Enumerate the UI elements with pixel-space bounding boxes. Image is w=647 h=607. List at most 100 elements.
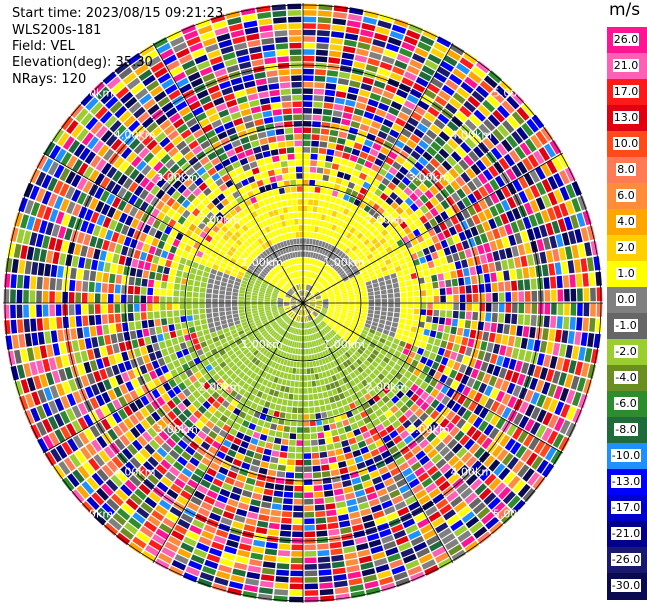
range-gate: [106, 344, 114, 356]
range-gate: [239, 496, 251, 504]
range-gate: [389, 430, 399, 439]
range-gate: [315, 296, 321, 299]
range-gate: [464, 540, 479, 554]
range-gate: [239, 289, 245, 294]
range-gate: [154, 558, 170, 570]
range-gate: [356, 358, 363, 366]
range-gate: [331, 561, 345, 569]
range-gate: [199, 308, 206, 314]
range-gate: [219, 307, 225, 312]
range-gate: [322, 296, 328, 299]
range-gate: [450, 326, 457, 335]
range-gate: [394, 139, 405, 149]
range-gate: [96, 435, 108, 449]
range-gate: [448, 473, 460, 485]
range-gate: [139, 526, 154, 538]
range-gate: [55, 304, 62, 316]
range-gate: [437, 249, 445, 258]
range-gate: [402, 250, 410, 258]
range-gate: [82, 281, 89, 292]
range-gate: [252, 492, 263, 501]
range-gate: [390, 326, 397, 333]
range-gate: [57, 329, 65, 342]
range-gate: [389, 559, 404, 569]
range-gate: [322, 295, 328, 298]
range-gate: [550, 316, 557, 328]
range-gate: [124, 522, 138, 535]
range-gate: [513, 412, 524, 426]
range-gate: [393, 95, 406, 105]
range-gate: [360, 387, 368, 396]
range-gate: [177, 263, 185, 271]
range-gate: [469, 442, 480, 455]
range-gate: [336, 303, 342, 305]
range-gate: [289, 289, 294, 294]
range-gate: [303, 284, 305, 290]
range-gate: [347, 329, 354, 335]
range-gate: [414, 467, 426, 477]
range-gate: [102, 239, 110, 251]
range-gate: [480, 341, 488, 351]
range-gate: [209, 415, 219, 424]
range-gate: [389, 192, 398, 201]
range-gate: [376, 257, 384, 264]
range-gate: [85, 117, 98, 131]
range-gate: [214, 259, 221, 266]
range-gate: [149, 370, 158, 380]
range-gate: [451, 133, 463, 145]
range-gate: [200, 479, 211, 489]
range-gate: [261, 454, 271, 462]
range-gate: [316, 301, 322, 303]
range-gate: [427, 53, 442, 65]
range-gate: [232, 268, 239, 274]
range-gate: [473, 526, 488, 539]
range-gate: [16, 289, 23, 303]
range-gate: [112, 170, 123, 182]
range-gate: [284, 301, 290, 303]
range-gate: [89, 197, 99, 210]
range-gate: [167, 535, 182, 547]
range-gate: [406, 314, 413, 320]
range-gate: [121, 351, 129, 362]
range-gate: [128, 194, 138, 205]
range-gate: [318, 147, 327, 155]
range-gate: [183, 178, 193, 188]
range-gate: [449, 244, 458, 254]
range-gate: [95, 158, 107, 172]
range-gate: [261, 407, 269, 415]
range-gate: [479, 469, 492, 482]
range-gate: [368, 127, 379, 136]
range-gate: [192, 519, 205, 529]
range-gate: [271, 305, 277, 308]
range-gate: [238, 296, 245, 300]
range-gate: [291, 551, 303, 557]
range-gate: [123, 266, 131, 276]
range-gate: [319, 588, 334, 596]
range-gate: [257, 238, 264, 245]
range-gate: [342, 300, 349, 303]
range-gate: [75, 292, 81, 303]
range-gate: [332, 367, 339, 374]
range-gate: [324, 327, 329, 333]
range-gate: [29, 185, 40, 200]
range-gate: [99, 110, 113, 124]
range-gate: [333, 103, 344, 111]
range-gate: [368, 169, 377, 178]
range-gate: [419, 341, 427, 349]
range-gate: [370, 325, 377, 331]
range-gate: [461, 337, 469, 346]
range-gate: [158, 552, 173, 564]
range-gate: [176, 495, 189, 506]
range-gate: [487, 497, 501, 510]
range-gate: [557, 303, 564, 316]
range-gate: [247, 282, 254, 287]
range-gate: [419, 35, 435, 47]
range-gate: [522, 157, 534, 171]
range-gate: [229, 226, 237, 234]
range-gate: [355, 240, 363, 247]
range-gate: [381, 472, 392, 481]
range-gate: [331, 283, 338, 288]
range-gate: [210, 331, 218, 338]
range-gate: [328, 456, 337, 464]
range-gate: [347, 250, 353, 257]
